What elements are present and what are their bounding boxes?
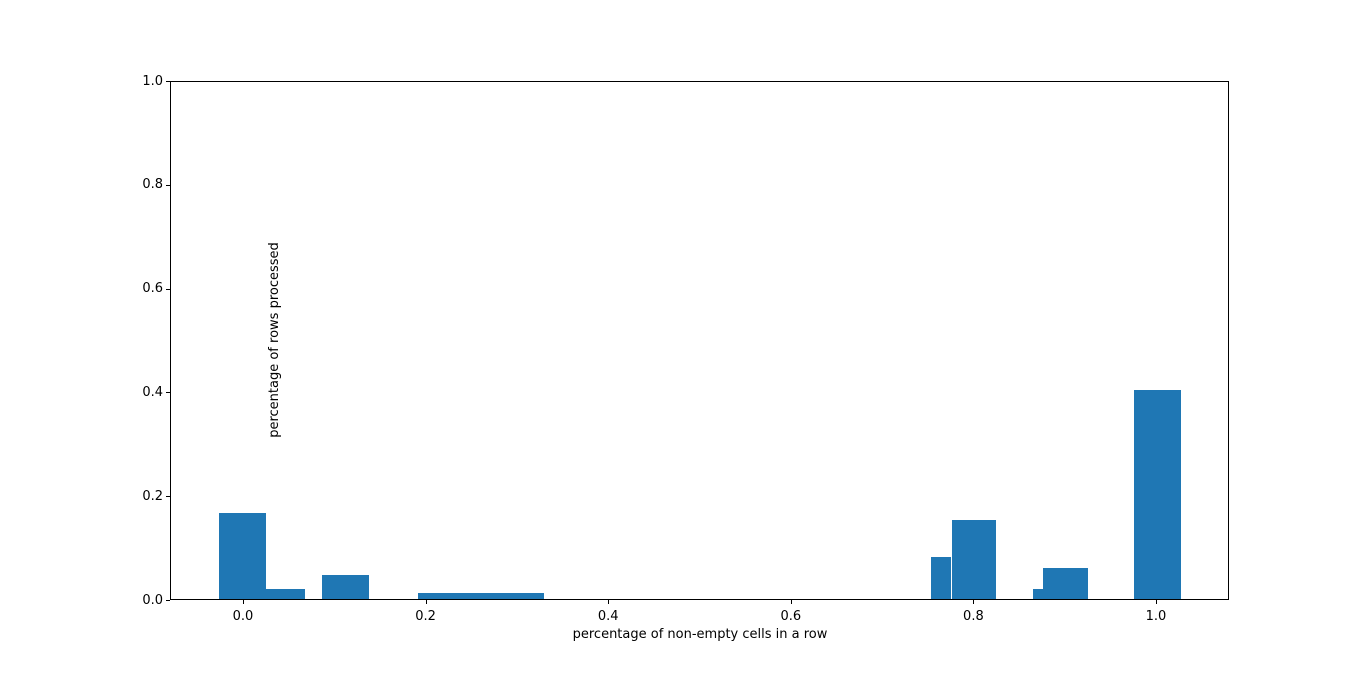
y-tick-label-0.4: 0.4 <box>142 384 163 400</box>
x-tick-mark-0.4 <box>608 600 610 604</box>
x-axis-label: percentage of non-empty cells in a row <box>572 627 828 642</box>
y-tick-label-1.0: 1.0 <box>142 73 163 89</box>
x-tick-mark-0.2 <box>425 600 427 604</box>
x-tick-mark-0.6 <box>790 600 792 604</box>
y-tick-label-0.6: 0.6 <box>142 281 163 297</box>
y-axis-label: percentage of rows processed <box>267 242 282 438</box>
x-tick-label-1.0: 1.0 <box>1145 609 1167 624</box>
plot-area <box>170 81 1229 600</box>
x-tick-label-0.2: 0.2 <box>415 609 436 624</box>
x-tick-label-0.4: 0.4 <box>597 609 619 624</box>
y-tick-mark-0.0 <box>166 600 170 601</box>
x-tick-mark-1.0 <box>1156 600 1157 604</box>
x-tick-mark-0.0 <box>243 600 244 604</box>
y-tick-label-0.8: 0.8 <box>142 177 163 193</box>
x-tick-label-0.8: 0.8 <box>963 609 984 624</box>
x-tick-label-0.0: 0.0 <box>232 609 254 624</box>
x-tick-mark-0.8 <box>973 600 975 604</box>
y-tick-label-0.0: 0.0 <box>142 592 163 608</box>
x-tick-label-0.6: 0.6 <box>780 609 802 624</box>
y-tick-label-0.2: 0.2 <box>142 488 163 504</box>
